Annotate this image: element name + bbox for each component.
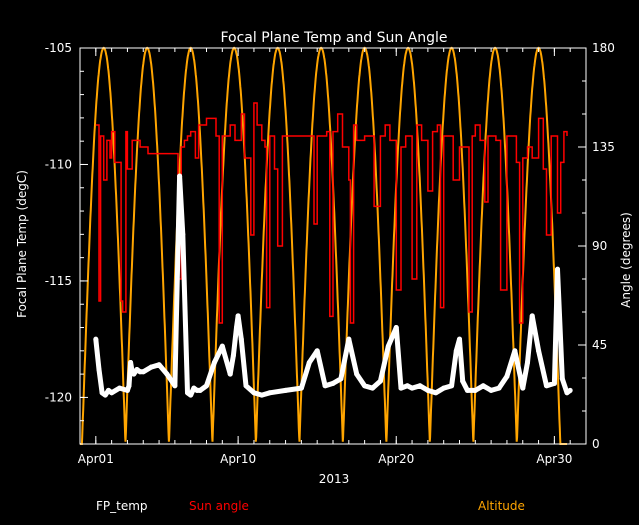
fp-temp-point [393, 325, 399, 331]
fp-temp-point [520, 385, 526, 391]
fp-temp-point [529, 313, 535, 319]
y-left-tick-label: -115 [45, 274, 72, 288]
fp-temp-point [551, 380, 557, 386]
fp-temp-point [346, 336, 352, 342]
fp-temp-point [234, 325, 240, 331]
legend-entry-fp-temp: FP_temp [96, 499, 148, 513]
altitude-line [80, 46, 567, 445]
y-left-tick-label: -110 [45, 157, 72, 171]
fp-temp-point [204, 383, 209, 389]
fp-temp-point [235, 313, 241, 319]
fp-temp-point [128, 359, 134, 365]
fp-temp-point [188, 392, 194, 398]
fp-temp-point [472, 387, 478, 393]
fp-temp-point [243, 383, 249, 389]
fp-temp-point [464, 387, 470, 393]
fp-temp-point [93, 336, 99, 342]
fp-temp-point [267, 390, 273, 396]
fp-temp-point [314, 348, 320, 354]
fp-temp-point [398, 385, 404, 391]
y-left-tick-label: -105 [45, 41, 72, 55]
y-right-tick-label: 135 [592, 140, 615, 154]
plot-area [80, 46, 573, 445]
y-left-tick-label: -120 [45, 390, 72, 404]
fp-temp-point [197, 387, 203, 393]
fp-temp-point [559, 376, 565, 382]
fp-temp-point [164, 371, 170, 377]
fp-temp-point [512, 348, 518, 354]
fp-temp-point [460, 378, 466, 384]
fp-temp-point [370, 385, 376, 391]
fp-temp-point [417, 383, 423, 389]
fp-temp-point [425, 387, 431, 393]
fp-temp-point [322, 383, 328, 389]
fp-temp-point [543, 383, 549, 389]
fp-temp-point [131, 371, 137, 377]
fp-temp-point [457, 336, 462, 342]
fp-temp-point [96, 366, 102, 372]
fp-temp-point [488, 387, 494, 393]
y-axis-right-ticks: 0 45 90 135 180 [578, 41, 615, 451]
fp-temp-point [117, 385, 123, 391]
fp-temp-point [404, 383, 410, 389]
y-right-tick-label: 0 [592, 437, 600, 451]
y-right-tick-label: 90 [592, 239, 607, 253]
fp-temp-point [504, 373, 510, 379]
fp-temp-point [441, 385, 447, 391]
fp-temp-point [330, 380, 336, 386]
x-axis-ticks: Apr01 Apr10 Apr20 Apr30 [78, 48, 572, 466]
fp-temp-point [172, 383, 178, 389]
fp-temp-point [536, 348, 542, 354]
y-axis-left-label: Focal Plane Temp (degC) [15, 170, 29, 318]
legend-entry-altitude: Altitude [478, 499, 525, 513]
fp-temp-point [219, 343, 225, 349]
fp-temp-point [362, 383, 368, 389]
fp-temp-point [496, 385, 502, 391]
fp-temp-point [227, 371, 233, 377]
fp-temp-point [377, 378, 383, 384]
fp-temp-point [124, 387, 130, 393]
fp-temp-point [177, 173, 183, 179]
fp-temp-point [453, 348, 459, 354]
fp-temp-point [109, 390, 115, 396]
x-tick-label: Apr10 [220, 452, 256, 466]
x-tick-label: Apr30 [536, 452, 572, 466]
fp-temp-point [259, 392, 265, 398]
fp-temp-point [449, 383, 455, 389]
fp-temp-point [298, 385, 304, 391]
chart-title: Focal Plane Temp and Sun Angle [220, 30, 447, 46]
x-tick-label: Apr20 [378, 452, 414, 466]
fp-temp-series [93, 173, 573, 398]
legend: FP_temp Sun angle Altitude [96, 499, 525, 513]
fp-temp-point [555, 266, 561, 272]
x-axis-label: 2013 [319, 472, 350, 486]
fp-temp-point [283, 387, 289, 393]
fp-temp-point [433, 390, 439, 396]
y-axis-left-ticks: -105 -110 -115 -120 [45, 41, 88, 445]
y-right-tick-label: 45 [592, 338, 607, 352]
fp-temp-point [338, 376, 344, 382]
fp-temp-point [238, 336, 244, 342]
fp-temp-point [385, 343, 391, 349]
fp-temp-point [354, 371, 360, 377]
fp-temp-point [409, 385, 415, 391]
fp-temp-point [211, 359, 217, 365]
y-axis-right-label: Angle (degrees) [619, 212, 633, 308]
y-right-tick-label: 180 [592, 41, 615, 55]
fp-temp-point [156, 362, 162, 368]
fp-temp-point [480, 383, 486, 389]
fp-temp-point [251, 390, 257, 396]
fp-temp-point [567, 387, 573, 393]
fp-temp-point [524, 359, 530, 365]
legend-entry-sun-angle: Sun angle [189, 499, 249, 513]
fp-temp-point [140, 369, 146, 375]
fp-temp-point [230, 352, 236, 358]
fp-temp-point [180, 231, 186, 237]
fp-temp-point [126, 383, 132, 389]
fp-temp-point [148, 364, 154, 370]
fp-temp-point [306, 359, 312, 365]
fp-temp-point [102, 392, 108, 398]
x-tick-label: Apr01 [78, 452, 114, 466]
